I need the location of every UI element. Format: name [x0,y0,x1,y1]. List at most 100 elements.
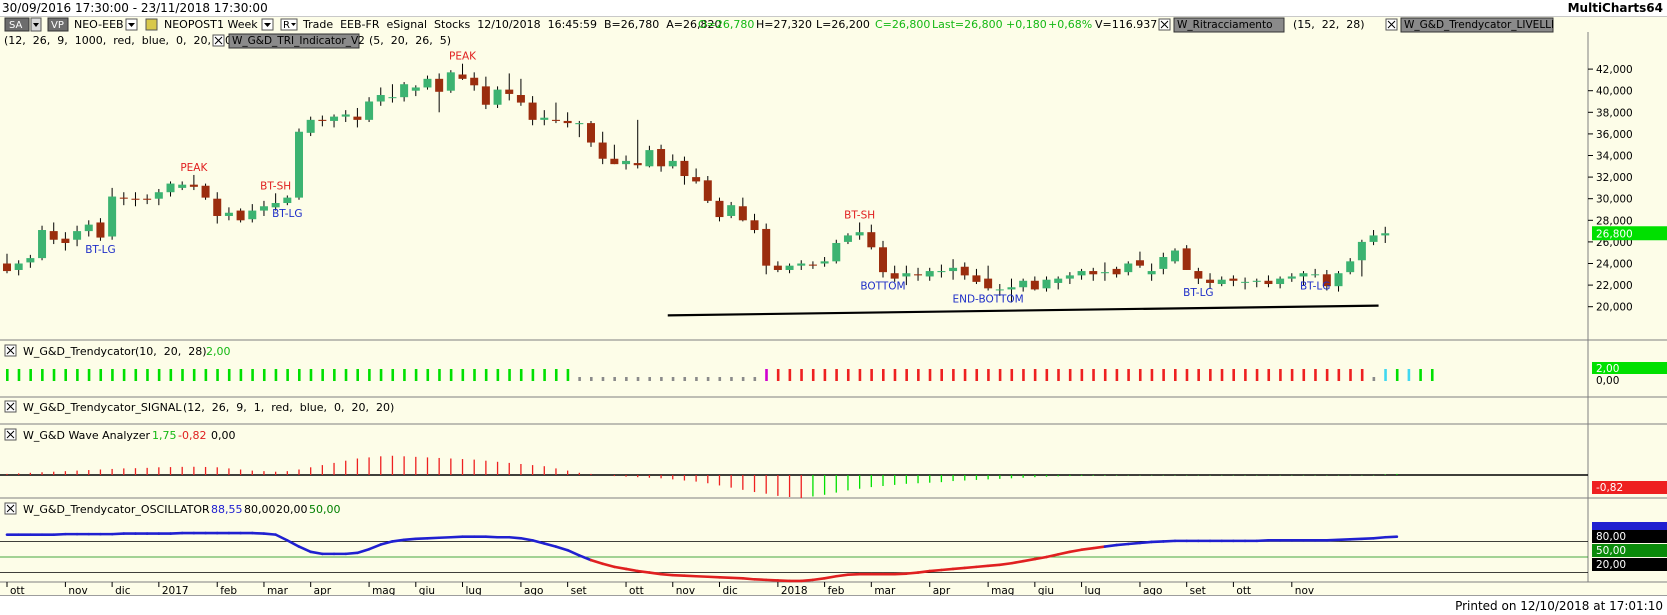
chevron-down-icon [264,23,271,27]
candle [1217,276,1226,287]
time-tick-label: mag [372,585,395,595]
oscillator-segment [402,537,418,542]
trendycator-bar [274,369,278,381]
candle [1229,275,1238,287]
candle [1007,278,1016,303]
candle [1030,276,1039,291]
oscillator-segment [297,545,312,554]
candle [435,73,444,113]
r-button[interactable] [280,18,298,31]
oscillator-segment [753,578,768,582]
pattern-label: BT-LG [1183,287,1213,299]
candle-body [166,183,175,193]
candle-body [1147,271,1156,275]
candle [341,110,350,123]
candle-body [119,197,128,199]
candle-body [1124,263,1133,273]
app-name: MultiCharts64 [1567,1,1663,15]
oscillator-segment [262,532,277,536]
candle [1346,258,1355,275]
study-tag-ritracciamento[interactable] [1173,17,1285,33]
trendycator-bar [76,369,79,381]
candle [201,183,210,200]
candle-body [61,238,70,243]
candle [26,254,35,268]
study-tag-tri[interactable] [228,33,360,49]
oscillator-segment [367,543,383,551]
oscillator-segment [659,572,675,577]
candle-body [1135,260,1144,266]
oscillator-level-marker-label: 20,00 [1596,559,1626,571]
candle [785,263,794,274]
candle [843,233,852,245]
trendycator-bar [905,369,908,381]
trendycator-bar [379,369,383,381]
trendycator-bar [706,377,710,381]
trendycator-bar [1209,369,1212,381]
candle-body [411,87,420,91]
candle-body [937,271,946,273]
oscillator-segment [391,538,406,543]
candle-body [762,228,771,266]
time-tick-label: set [571,585,587,595]
candle [703,176,712,204]
vp-button[interactable] [47,17,69,32]
candle-body [108,196,117,237]
oscillator-level-marker [1592,530,1667,543]
trendycator-bar [1185,369,1189,381]
candle-body [26,258,35,263]
last-price-marker [1592,226,1667,241]
candle-body [178,184,187,188]
candle-body [867,232,876,248]
candle-body [820,261,829,264]
trendycator-bar [1033,369,1037,381]
color-box-icon[interactable] [145,18,158,31]
oscillator-segment [1138,540,1153,545]
candle [1089,267,1098,281]
candle-body [446,72,455,91]
trendycator-bar [484,369,488,381]
trendycator-bar [414,369,418,381]
oscillator-segment [484,535,499,539]
candle [1159,252,1168,275]
candle [528,96,537,126]
candle-body [481,86,490,105]
chart-area[interactable]: SA VP NEO-EEB NEOPOST 1 Week R Trade EEB… [0,16,1667,595]
pattern-label: BT-SH [260,180,291,192]
candle-body [1042,279,1051,289]
oscillator-segment [601,562,616,569]
candle-body [1194,271,1203,279]
study-tag-livelli[interactable] [1400,17,1554,33]
sa-button[interactable] [4,17,30,32]
right-value-markers: 26,800 2,000,00 -0,82 80,00 50,00 20,00 [1592,226,1667,571]
oscillator-segment [916,569,932,574]
candle [995,284,1004,296]
oscillator-segment [1068,548,1083,554]
trendycator-bar [519,369,523,381]
trendycator-bar [169,369,173,381]
trendycator-bar [473,369,476,381]
time-tick-label: 2017 [162,585,189,595]
candle-body [925,271,934,277]
candle [960,262,969,280]
trendycator-params: (10, 20, 28) [135,345,207,358]
candle-body [1322,274,1331,287]
trendycator-bar [1220,369,1224,381]
trendycator-bar [998,369,1002,381]
candle [1241,277,1250,290]
wave-v2: -0,82 [178,429,206,442]
oscillator-value-marker [1592,522,1667,530]
trendycator-bar [41,369,44,381]
price-tick-label: 34,000 [1596,151,1633,163]
candle [1147,263,1156,281]
candle-body [692,177,701,182]
time-tick-label: set [1190,585,1206,595]
candle [610,144,619,165]
trendycator-bar [227,369,231,381]
time-tick-label: nov [676,585,695,595]
time-tick-label: mar [267,585,289,595]
trendycator-bar [1138,369,1142,381]
candle [540,110,549,126]
candle-body [1229,278,1238,281]
oscillator-segment [963,565,978,570]
